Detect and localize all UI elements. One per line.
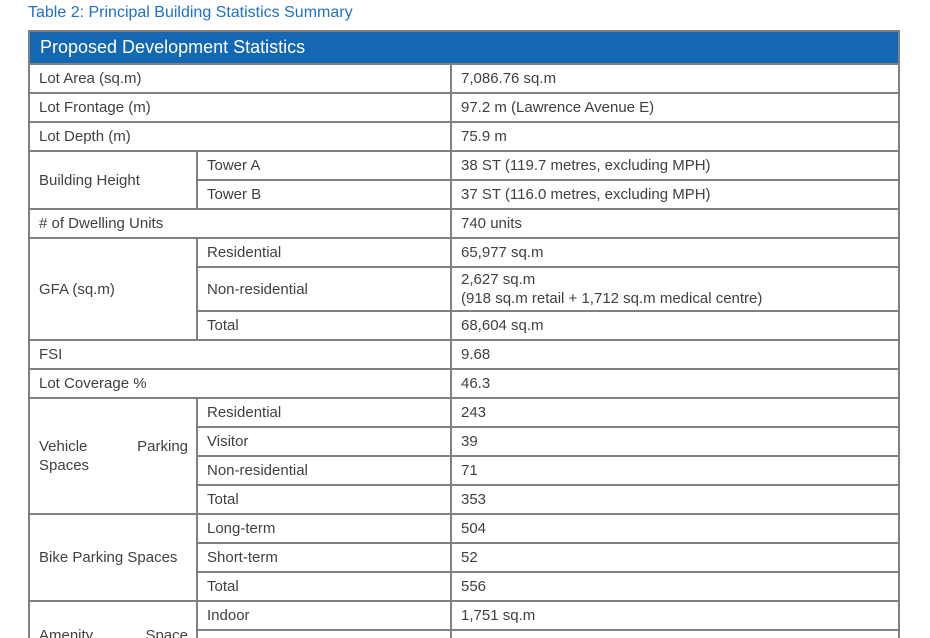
table-row: Lot Depth (m) 75.9 m xyxy=(28,121,901,152)
table-row: Total 353 xyxy=(29,484,901,515)
sub-label-gfa-total: Total xyxy=(196,310,452,341)
sub-label-as-indoor: Indoor xyxy=(196,600,452,631)
sub-value-vp-non-residential: 71 xyxy=(449,455,901,486)
sub-value-tower-a: 38 ST (119.7 metres, excluding MPH) xyxy=(449,150,901,181)
sub-label-tower-b: Tower B xyxy=(196,179,452,210)
group-label-bike-parking: Bike Parking Spaces xyxy=(28,513,198,602)
table-row: FSI 9.68 xyxy=(28,339,901,370)
row-value-lot-coverage: 46.3 xyxy=(449,368,901,399)
table-row: Outdoor 1,223 sq.m xyxy=(29,629,901,638)
sub-value-bp-short-term: 52 xyxy=(449,542,901,573)
group-label-vehicle-parking: Vehicle Parking Spaces xyxy=(28,397,198,515)
table-row: GFA (sq.m) Residential 65,977 sq.m xyxy=(28,237,901,341)
table-row: Visitor 39 xyxy=(29,426,901,457)
statistics-table: Proposed Development Statistics Lot Area… xyxy=(27,30,901,638)
vehicle-parking-label-line2: Spaces xyxy=(39,457,90,474)
sub-label-bp-long-term: Long-term xyxy=(196,513,452,544)
sub-value-gfa-residential: 65,977 sq.m xyxy=(449,237,901,268)
amenity-space-word-2: Space xyxy=(145,626,188,638)
row-label-lot-area: Lot Area (sq.m) xyxy=(28,63,452,94)
sub-label-gfa-residential: Residential xyxy=(196,237,452,268)
sub-value-gfa-non-residential: 2,627 sq.m (918 sq.m retail + 1,712 sq.m… xyxy=(449,266,901,312)
amenity-space-word-1: Amenity xyxy=(39,626,94,638)
sub-value-as-indoor: 1,751 sq.m xyxy=(449,600,901,631)
row-value-dwelling-units: 740 units xyxy=(449,208,901,239)
sub-label-vp-total: Total xyxy=(196,484,452,515)
row-label-fsi: FSI xyxy=(28,339,452,370)
table-row: Total 556 xyxy=(29,571,901,602)
table-row: Bike Parking Spaces Long-term 504 xyxy=(28,513,901,602)
group-label-amenity-space: Amenity Space (sq.m) xyxy=(28,600,198,638)
table-row: Non-residential 2,627 sq.m (918 sq.m ret… xyxy=(29,266,901,312)
sub-value-bp-total: 556 xyxy=(449,571,901,602)
row-label-lot-depth: Lot Depth (m) xyxy=(28,121,452,152)
table-row: Lot Coverage % 46.3 xyxy=(28,368,901,399)
table-row: Building Height Tower A 38 ST (119.7 met… xyxy=(28,150,901,210)
table-row: Amenity Space (sq.m) Indoor 1,751 sq.m xyxy=(28,600,901,638)
sub-label-as-outdoor: Outdoor xyxy=(196,629,452,638)
sub-label-vp-non-residential: Non-residential xyxy=(196,455,452,486)
table-row: Lot Area (sq.m) 7,086.76 sq.m xyxy=(28,63,901,94)
sub-label-tower-a: Tower A xyxy=(196,150,452,181)
sub-label-bp-short-term: Short-term xyxy=(196,542,452,573)
table-row: Lot Frontage (m) 97.2 m (Lawrence Avenue… xyxy=(28,92,901,123)
gfa-non-residential-amount: 2,627 sq.m xyxy=(461,271,536,288)
row-value-lot-frontage: 97.2 m (Lawrence Avenue E) xyxy=(449,92,901,123)
table-caption: Table 2: Principal Building Statistics S… xyxy=(28,4,353,21)
sub-value-vp-residential: 243 xyxy=(449,397,901,428)
sub-label-gfa-non-residential: Non-residential xyxy=(196,266,452,312)
vehicle-parking-word-1: Vehicle xyxy=(39,438,88,455)
sub-value-as-outdoor: 1,223 sq.m xyxy=(449,629,901,638)
table-row: Short-term 52 xyxy=(29,542,901,573)
vehicle-parking-word-2: Parking xyxy=(137,438,188,455)
sub-value-bp-long-term: 504 xyxy=(449,513,901,544)
row-label-lot-coverage: Lot Coverage % xyxy=(28,368,452,399)
row-value-lot-depth: 75.9 m xyxy=(449,121,901,152)
gfa-non-residential-breakdown: (918 sq.m retail + 1,712 sq.m medical ce… xyxy=(461,290,763,307)
row-value-lot-area: 7,086.76 sq.m xyxy=(449,63,901,94)
sub-label-vp-residential: Residential xyxy=(196,397,452,428)
table-row: Total 68,604 sq.m xyxy=(29,310,901,341)
sub-value-vp-total: 353 xyxy=(449,484,901,515)
group-label-gfa: GFA (sq.m) xyxy=(28,237,198,341)
amenity-space-label-line1: Amenity Space xyxy=(39,626,188,638)
row-value-fsi: 9.68 xyxy=(449,339,901,370)
vehicle-parking-label-line1: Vehicle Parking xyxy=(39,437,188,456)
table-row: # of Dwelling Units 740 units xyxy=(28,208,901,239)
table-row: Vehicle Parking Spaces Residential 243 xyxy=(28,397,901,515)
table-row: Non-residential 71 xyxy=(29,455,901,486)
sub-label-vp-visitor: Visitor xyxy=(196,426,452,457)
row-label-dwelling-units: # of Dwelling Units xyxy=(28,208,452,239)
row-label-lot-frontage: Lot Frontage (m) xyxy=(28,92,452,123)
group-label-building-height: Building Height xyxy=(28,150,198,210)
sub-value-vp-visitor: 39 xyxy=(449,426,901,457)
table-header-row: Proposed Development Statistics xyxy=(27,30,901,65)
sub-value-tower-b: 37 ST (116.0 metres, excluding MPH) xyxy=(449,179,901,210)
table-header-title: Proposed Development Statistics xyxy=(27,30,901,65)
sub-value-gfa-total: 68,604 sq.m xyxy=(449,310,901,341)
sub-label-bp-total: Total xyxy=(196,571,452,602)
table-row: Tower B 37 ST (116.0 metres, excluding M… xyxy=(29,179,901,210)
